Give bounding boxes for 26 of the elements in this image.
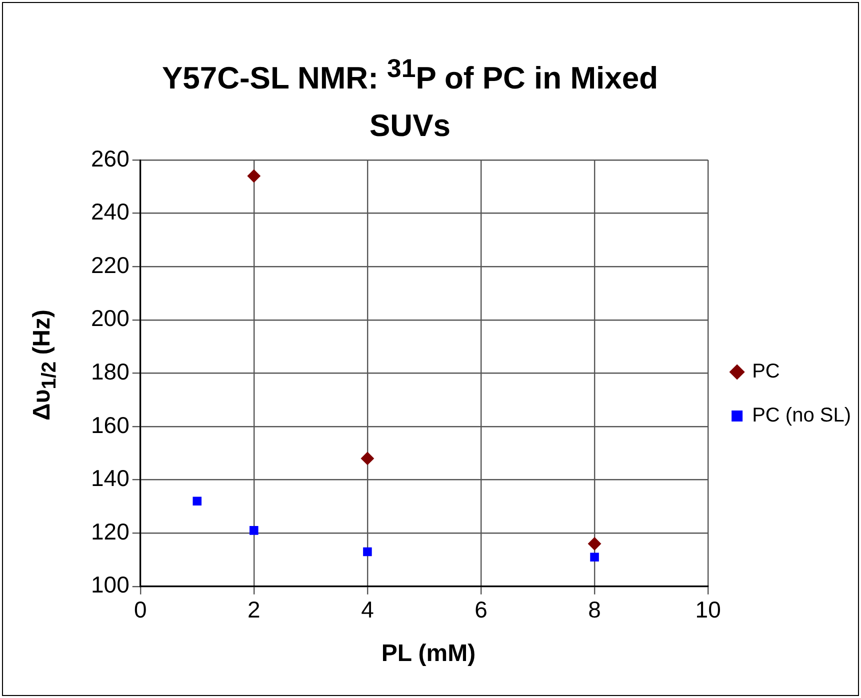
y-tick-label: 220 bbox=[91, 252, 130, 278]
x-axis-title: PL (mM) bbox=[380, 640, 477, 668]
chart-title: Y57C-SL NMR: $^{31}$P of PC in Mixed SUVs bbox=[160, 54, 660, 146]
y-tick-label: 100 bbox=[91, 572, 130, 598]
x-tick-label: 8 bbox=[588, 596, 601, 623]
point bbox=[250, 526, 258, 535]
y-tick-label: 160 bbox=[91, 412, 130, 438]
point bbox=[360, 452, 374, 465]
legend-label: PC (no SL) bbox=[752, 404, 852, 427]
y-tick-label: 240 bbox=[91, 198, 130, 225]
x-tick-label: 6 bbox=[474, 596, 488, 623]
y-tick-label: 200 bbox=[91, 305, 130, 332]
point bbox=[363, 547, 372, 556]
y-tick-label: 180 bbox=[91, 358, 130, 385]
x-tick-label: 0 bbox=[134, 596, 147, 623]
point bbox=[588, 537, 602, 550]
y-tick-label: 120 bbox=[91, 518, 130, 544]
y-tick-label: 140 bbox=[91, 465, 130, 492]
point bbox=[192, 496, 202, 506]
y-tick-label: 260 bbox=[91, 145, 130, 172]
legend-label: PC bbox=[752, 360, 780, 383]
x-tick-label: 10 bbox=[695, 596, 721, 623]
point bbox=[590, 552, 599, 562]
x-tick-label: 2 bbox=[248, 596, 260, 623]
x-tick-label: 4 bbox=[361, 596, 374, 623]
point bbox=[247, 169, 260, 182]
